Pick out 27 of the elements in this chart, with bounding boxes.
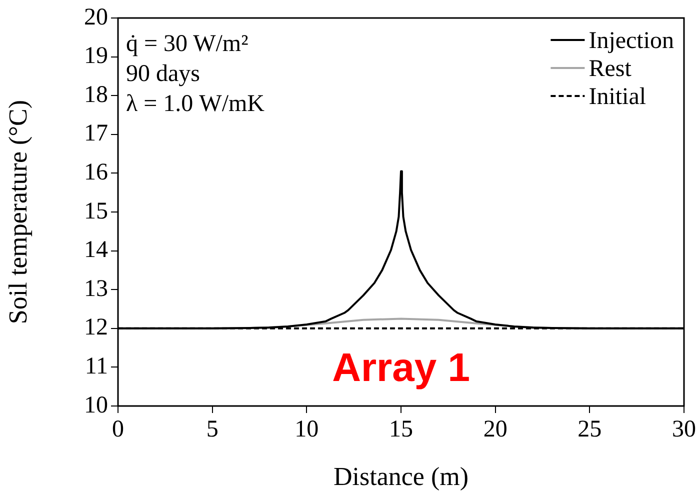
- annotation: 90 days: [126, 61, 200, 87]
- y-tick-label: 20: [84, 4, 108, 30]
- annotation: q̇ = 30 W/m²: [126, 31, 248, 57]
- legend-label: Initial: [588, 84, 646, 110]
- y-tick-label: 19: [84, 43, 108, 70]
- y-tick-label: 16: [84, 159, 108, 186]
- legend-label: Injection: [588, 28, 674, 54]
- y-tick-label: 18: [84, 82, 108, 108]
- x-tick-label: 0: [112, 416, 124, 443]
- y-axis-title: Soil temperature (°C): [3, 100, 32, 324]
- y-tick-label: 17: [84, 120, 108, 147]
- y-tick-label: 11: [84, 353, 108, 380]
- y-tick-label: 14: [84, 237, 108, 264]
- x-tick-label: 5: [206, 416, 218, 443]
- x-tick-label: 15: [389, 416, 413, 443]
- x-tick-label: 20: [483, 416, 508, 443]
- legend-label: Rest: [588, 56, 632, 82]
- y-tick-label: 15: [84, 198, 108, 224]
- x-axis-title: Distance (m): [333, 462, 469, 492]
- y-tick-label: 12: [84, 314, 108, 341]
- x-tick-label: 10: [294, 416, 319, 443]
- x-tick-label: 25: [578, 416, 602, 443]
- annotation: λ = 1.0 W/mK: [126, 91, 266, 117]
- x-tick-label: 30: [672, 416, 696, 443]
- annotation: Array 1: [332, 346, 470, 390]
- y-tick-label: 13: [84, 276, 108, 302]
- y-tick-label: 10: [84, 392, 108, 418]
